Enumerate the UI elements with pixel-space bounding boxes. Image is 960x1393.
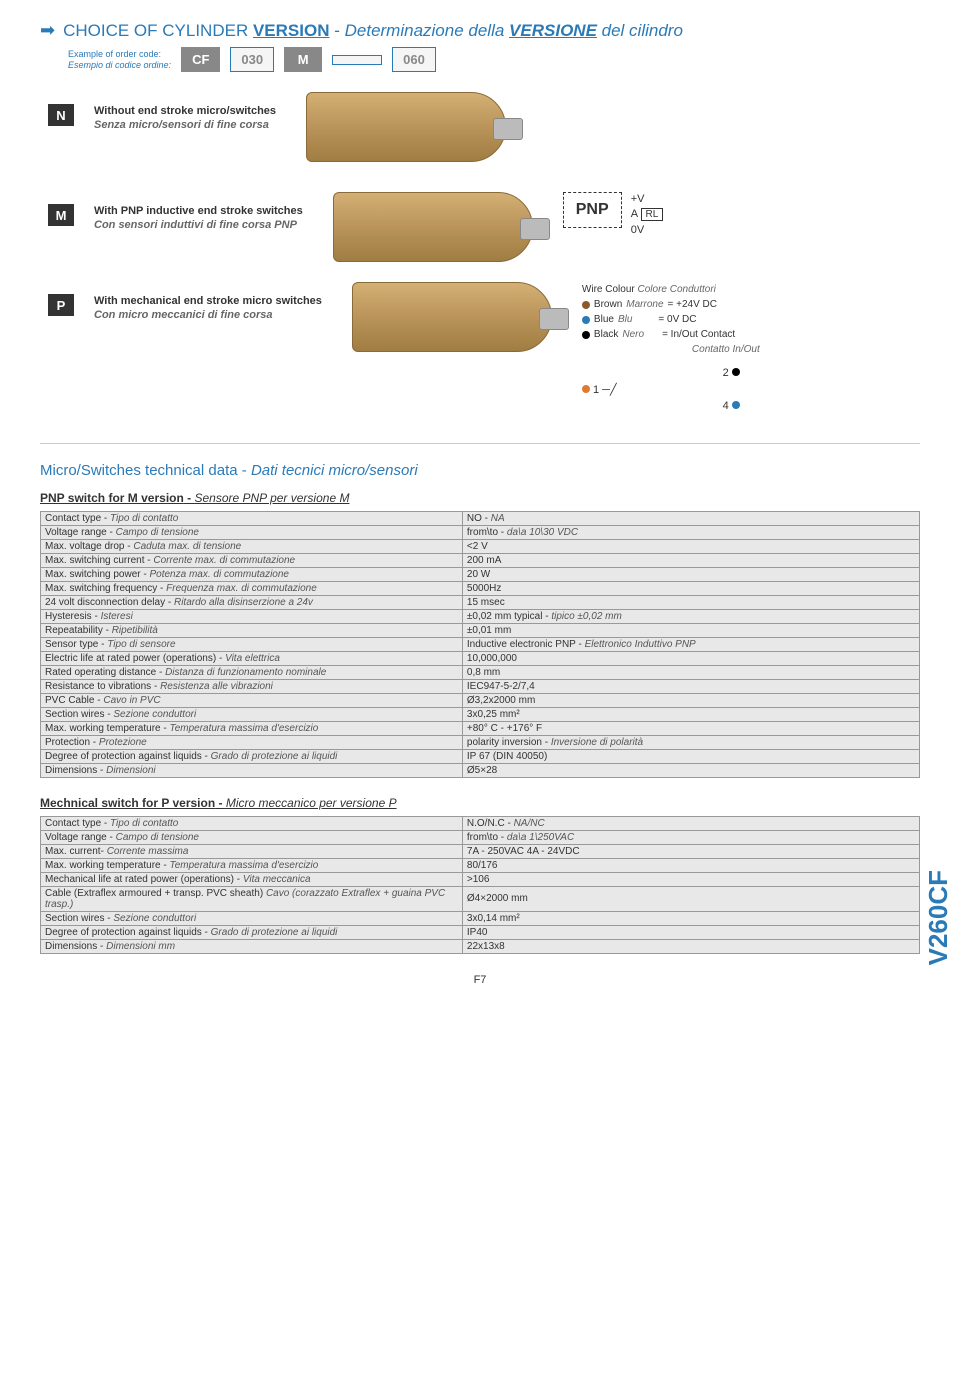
dot-blue-icon bbox=[582, 316, 590, 324]
table-row: Voltage range - Campo di tensionefrom\to… bbox=[41, 525, 920, 539]
table-row: Hysteresis - Isteresi±0,02 mm typical - … bbox=[41, 609, 920, 623]
code-box-030: 030 bbox=[230, 47, 274, 72]
version-tag-m: M bbox=[48, 204, 74, 226]
table-row: Degree of protection against liquids - G… bbox=[41, 925, 920, 939]
wire-legend: Wire Colour Colore Conduttori Brown Marr… bbox=[582, 282, 760, 415]
table-row: Max. switching current - Corrente max. d… bbox=[41, 553, 920, 567]
table-row: Mechanical life at rated power (operatio… bbox=[41, 872, 920, 886]
table-row: Resistance to vibrations - Resistenza al… bbox=[41, 679, 920, 693]
table-row: Contact type - Tipo di contattoN.O/N.C -… bbox=[41, 816, 920, 830]
mech-contact-diagram: 2 1 ─╱ 4 bbox=[582, 365, 760, 415]
table-row: Max. working temperature - Temperatura m… bbox=[41, 721, 920, 735]
table-row: Cable (Extraflex armoured + transp. PVC … bbox=[41, 886, 920, 911]
version-tag-p: P bbox=[48, 294, 74, 316]
version-p-row: P With mechanical end stroke micro switc… bbox=[40, 282, 920, 415]
order-code-example: Example of order code: Esempio di codice… bbox=[68, 47, 920, 72]
mech-table-heading: Mechnical switch for P version - Micro m… bbox=[40, 796, 920, 810]
table-row: Section wires - Sezione conduttori3x0,25… bbox=[41, 707, 920, 721]
version-tag-n: N bbox=[48, 104, 74, 126]
table-row: Protection - Protezionepolarity inversio… bbox=[41, 735, 920, 749]
table-row: Dimensions - DimensioniØ5×28 bbox=[41, 763, 920, 777]
dot-brown-icon bbox=[582, 301, 590, 309]
separator bbox=[40, 443, 920, 444]
arrow-right-icon: ➡ bbox=[40, 20, 55, 41]
code-box-cf: CF bbox=[181, 47, 220, 72]
table-row: Max. working temperature - Temperatura m… bbox=[41, 858, 920, 872]
header: ➡ CHOICE OF CYLINDER VERSION - Determina… bbox=[40, 20, 920, 41]
mech-data-table: Contact type - Tipo di contattoN.O/N.C -… bbox=[40, 816, 920, 954]
page-title: CHOICE OF CYLINDER VERSION - Determinazi… bbox=[63, 21, 683, 41]
dot-black-icon bbox=[582, 331, 590, 339]
table-row: Electric life at rated power (operations… bbox=[41, 651, 920, 665]
pnp-data-table: Contact type - Tipo di contattoNO - NAVo… bbox=[40, 511, 920, 778]
code-box-m: M bbox=[284, 47, 322, 72]
pnp-diagram-block: PNP +V A RL 0V bbox=[563, 192, 664, 238]
table-row: PVC Cable - Cavo in PVCØ3,2x2000 mm bbox=[41, 693, 920, 707]
cylinder-image-p bbox=[352, 282, 552, 352]
code-box-empty bbox=[332, 55, 382, 65]
version-m-row: M With PNP inductive end stroke switches… bbox=[40, 192, 920, 262]
cylinder-image-m bbox=[333, 192, 533, 262]
example-label: Example of order code: Esempio di codice… bbox=[68, 49, 171, 71]
table-row: Dimensions - Dimensioni mm22x13x8 bbox=[41, 939, 920, 953]
page-number: F7 bbox=[40, 974, 920, 986]
table-row: Voltage range - Campo di tensionefrom\to… bbox=[41, 830, 920, 844]
tech-data-title: Micro/Switches technical data - Dati tec… bbox=[40, 462, 920, 479]
table-row: Max. current- Corrente massima7A - 250VA… bbox=[41, 844, 920, 858]
table-row: Rated operating distance - Distanza di f… bbox=[41, 665, 920, 679]
table-row: Max. switching power - Potenza max. di c… bbox=[41, 567, 920, 581]
table-row: Max. voltage drop - Caduta max. di tensi… bbox=[41, 539, 920, 553]
table-row: Degree of protection against liquids - G… bbox=[41, 749, 920, 763]
cylinder-image-n bbox=[306, 92, 506, 162]
table-row: Repeatability - Ripetibilità±0,01 mm bbox=[41, 623, 920, 637]
side-model-label: V260CF bbox=[923, 870, 954, 965]
pnp-box: PNP bbox=[563, 192, 622, 228]
table-row: Sensor type - Tipo di sensoreInductive e… bbox=[41, 637, 920, 651]
pnp-table-heading: PNP switch for M version - Sensore PNP p… bbox=[40, 491, 920, 505]
version-n-row: N Without end stroke micro/switches Senz… bbox=[40, 92, 920, 162]
table-row: Contact type - Tipo di contattoNO - NA bbox=[41, 511, 920, 525]
table-row: Max. switching frequency - Frequenza max… bbox=[41, 581, 920, 595]
table-row: Section wires - Sezione conduttori3x0,14… bbox=[41, 911, 920, 925]
table-row: 24 volt disconnection delay - Ritardo al… bbox=[41, 595, 920, 609]
code-box-060: 060 bbox=[392, 47, 436, 72]
